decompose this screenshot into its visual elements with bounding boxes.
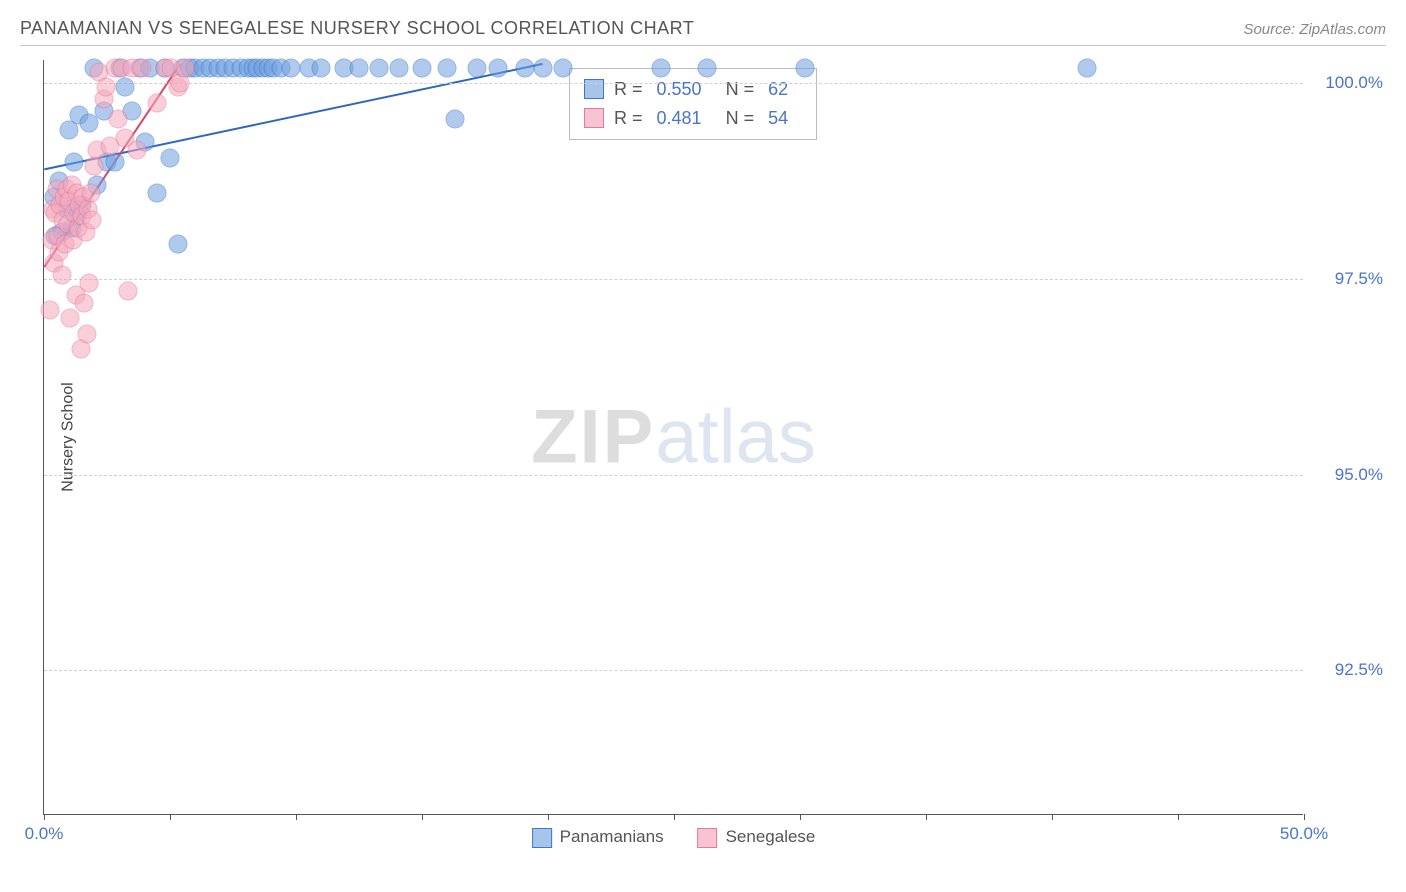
scatter-point xyxy=(438,58,457,77)
y-tick-label: 100.0% xyxy=(1313,73,1383,93)
scatter-point xyxy=(128,140,147,159)
scatter-point xyxy=(41,301,60,320)
stats-n-label-1: N = xyxy=(726,104,755,133)
x-tick xyxy=(548,814,549,820)
scatter-point xyxy=(488,58,507,77)
stats-n-val-0: 62 xyxy=(768,75,788,104)
scatter-point xyxy=(533,58,552,77)
gridline-h xyxy=(44,670,1303,671)
scatter-point xyxy=(133,58,152,77)
scatter-point xyxy=(75,293,94,312)
x-tick xyxy=(1304,814,1305,820)
gridline-h xyxy=(44,83,1303,84)
scatter-point xyxy=(119,281,138,300)
y-tick-label: 95.0% xyxy=(1313,465,1383,485)
stats-r-val-1: 0.481 xyxy=(657,104,702,133)
scatter-point xyxy=(1078,58,1097,77)
stats-legend: R = 0.550 N = 62 R = 0.481 N = 54 xyxy=(569,68,817,140)
legend-item-panamanians: Panamanians xyxy=(532,827,664,848)
legend-swatch-pink xyxy=(698,828,718,848)
stats-r-val-0: 0.550 xyxy=(657,75,702,104)
x-tick xyxy=(1178,814,1179,820)
x-tick xyxy=(422,814,423,820)
chart-title: PANAMANIAN VS SENEGALESE NURSERY SCHOOL … xyxy=(20,18,694,39)
scatter-point xyxy=(52,266,71,285)
stats-n-label-0: N = xyxy=(726,75,755,104)
stats-row-0: R = 0.550 N = 62 xyxy=(584,75,802,104)
scatter-point xyxy=(554,58,573,77)
x-tick xyxy=(926,814,927,820)
legend-label-1: Senegalese xyxy=(726,827,816,846)
watermark-zip: ZIP xyxy=(531,395,655,480)
scatter-point xyxy=(81,184,100,203)
scatter-point xyxy=(652,58,671,77)
scatter-point xyxy=(65,152,84,171)
y-tick-label: 97.5% xyxy=(1313,269,1383,289)
trend-lines xyxy=(44,60,1303,814)
x-tick xyxy=(44,814,45,820)
scatter-point xyxy=(390,58,409,77)
x-tick xyxy=(170,814,171,820)
scatter-point xyxy=(281,58,300,77)
scatter-point xyxy=(168,234,187,253)
y-tick-label: 92.5% xyxy=(1313,660,1383,680)
scatter-point xyxy=(109,109,128,128)
x-tick xyxy=(296,814,297,820)
gridline-h xyxy=(44,475,1303,476)
watermark: ZIPatlas xyxy=(531,394,816,481)
scatter-point xyxy=(796,58,815,77)
scatter-point xyxy=(96,78,115,97)
x-tick xyxy=(800,814,801,820)
plot-area: Nursery School ZIPatlas R = 0.550 N = 62… xyxy=(43,60,1303,815)
scatter-point xyxy=(516,58,535,77)
scatter-point xyxy=(697,58,716,77)
x-tick xyxy=(1052,814,1053,820)
legend-item-senegalese: Senegalese xyxy=(698,827,816,848)
scatter-point xyxy=(413,58,432,77)
scatter-point xyxy=(176,58,195,77)
scatter-point xyxy=(312,58,331,77)
stats-swatch-blue xyxy=(584,79,604,99)
scatter-point xyxy=(161,148,180,167)
scatter-point xyxy=(80,273,99,292)
scatter-point xyxy=(148,184,167,203)
x-tick-label: 50.0% xyxy=(1280,824,1328,844)
stats-swatch-pink xyxy=(584,108,604,128)
scatter-point xyxy=(350,58,369,77)
scatter-point xyxy=(77,324,96,343)
bottom-legend: Panamanians Senegalese xyxy=(532,827,816,848)
legend-label-0: Panamanians xyxy=(560,827,664,846)
stats-r-label-0: R = xyxy=(614,75,643,104)
x-tick-label: 0.0% xyxy=(25,824,64,844)
gridline-h xyxy=(44,279,1303,280)
stats-n-val-1: 54 xyxy=(768,104,788,133)
scatter-point xyxy=(61,309,80,328)
stats-row-1: R = 0.481 N = 54 xyxy=(584,104,802,133)
header-bar: PANAMANIAN VS SENEGALESE NURSERY SCHOOL … xyxy=(20,18,1386,46)
scatter-point xyxy=(445,109,464,128)
watermark-atlas: atlas xyxy=(655,395,816,480)
legend-swatch-blue xyxy=(532,828,552,848)
scatter-point xyxy=(82,211,101,230)
scatter-point xyxy=(370,58,389,77)
stats-r-label-1: R = xyxy=(614,104,643,133)
scatter-point xyxy=(468,58,487,77)
scatter-point xyxy=(115,78,134,97)
x-tick xyxy=(674,814,675,820)
scatter-point xyxy=(148,94,167,113)
source-text: Source: ZipAtlas.com xyxy=(1243,21,1386,38)
